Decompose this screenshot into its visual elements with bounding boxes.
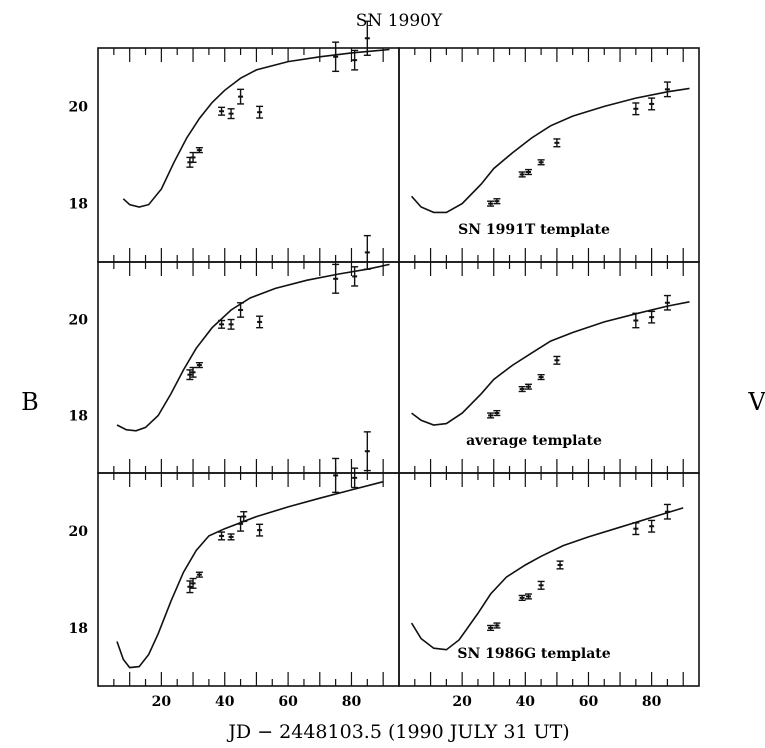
x-tick-label: 60 <box>579 694 599 710</box>
data-point <box>189 577 197 589</box>
x-tick-label: 80 <box>642 694 662 710</box>
data-point <box>553 355 561 365</box>
y-tick-label: 18 <box>69 621 88 637</box>
panel-V-1986G: 20 40 60 80 SN 1986G template <box>398 472 700 710</box>
data-point <box>195 147 203 154</box>
data-point <box>553 138 561 148</box>
x-axis-label: JD − 2448103.5 (1990 JULY 31 UT) <box>226 721 569 743</box>
data-point <box>524 383 532 390</box>
data-point <box>351 266 359 287</box>
x-tick-label: 40 <box>215 694 235 710</box>
data-point <box>632 102 640 116</box>
panel-frame <box>97 47 400 263</box>
data-point <box>256 523 264 537</box>
template-curve <box>411 87 690 214</box>
template-curve <box>410 507 684 651</box>
data-point <box>663 81 671 98</box>
left-band-label: B <box>21 388 39 416</box>
data-point <box>218 531 226 541</box>
data-point <box>663 503 671 520</box>
data-point <box>493 409 501 417</box>
x-tick-label: 60 <box>278 694 298 710</box>
data-point <box>186 369 194 381</box>
data-point <box>227 108 235 120</box>
data-point <box>218 319 226 329</box>
data-point <box>537 373 545 381</box>
data-point <box>351 467 359 489</box>
data-point <box>493 622 501 629</box>
data-point <box>189 151 197 163</box>
template-curve <box>122 48 390 208</box>
template-label: SN 1991T template <box>458 222 610 238</box>
data-point <box>237 302 245 318</box>
x-tick-label: 40 <box>516 694 536 710</box>
y-tick-label: 20 <box>69 524 89 540</box>
data-point <box>537 159 545 166</box>
template-curve <box>116 480 384 669</box>
data-point <box>537 580 545 590</box>
data-point <box>227 533 235 541</box>
data-point <box>218 106 226 116</box>
data-point <box>363 234 371 270</box>
data-point <box>186 580 194 594</box>
data-point <box>648 97 656 111</box>
data-point <box>648 519 656 533</box>
data-point <box>663 294 671 311</box>
y-tick-label: 20 <box>69 99 89 115</box>
data-point <box>524 593 532 600</box>
x-tick-label: 80 <box>342 694 362 710</box>
data-point <box>195 571 203 578</box>
panel-V-average: average template <box>398 261 700 474</box>
panel-frame <box>398 472 700 687</box>
data-point <box>632 312 640 329</box>
panel-frame <box>97 261 400 474</box>
data-point <box>648 310 656 324</box>
data-point <box>237 515 245 532</box>
panel-V-1991T: SN 1991T template <box>398 47 700 263</box>
template-label: SN 1986G template <box>457 646 610 662</box>
y-tick-label: 20 <box>69 313 89 329</box>
template-curve <box>116 263 390 432</box>
data-point <box>524 168 532 176</box>
data-point <box>256 105 264 119</box>
data-point <box>493 198 501 205</box>
data-point <box>237 88 245 105</box>
data-point <box>518 171 526 178</box>
data-point <box>195 362 203 369</box>
template-label: average template <box>466 433 602 449</box>
data-point <box>518 594 526 602</box>
data-point <box>518 385 526 393</box>
x-tick-label: 20 <box>452 694 472 710</box>
data-point <box>332 263 340 294</box>
data-point <box>189 366 197 378</box>
data-point <box>351 49 359 71</box>
data-point <box>227 318 235 330</box>
right-band-label: V <box>747 388 765 416</box>
template-curve <box>411 301 690 426</box>
data-point <box>487 624 495 632</box>
data-point <box>256 315 264 329</box>
data-point <box>487 200 495 207</box>
y-tick-label: 18 <box>69 197 88 213</box>
data-point <box>632 522 640 536</box>
data-point <box>363 20 371 56</box>
x-tick-label: 20 <box>152 694 172 710</box>
data-point <box>556 560 564 570</box>
y-tick-label: 18 <box>69 408 88 424</box>
panel-B-1986G: 18 20 20 40 60 80 <box>69 431 400 710</box>
data-point <box>487 412 495 419</box>
figure-title: SN 1990Y <box>356 11 443 31</box>
panel-frame <box>97 472 400 687</box>
data-point <box>332 457 340 494</box>
data-point <box>332 41 340 73</box>
data-point <box>363 431 371 472</box>
data-point <box>240 511 248 523</box>
